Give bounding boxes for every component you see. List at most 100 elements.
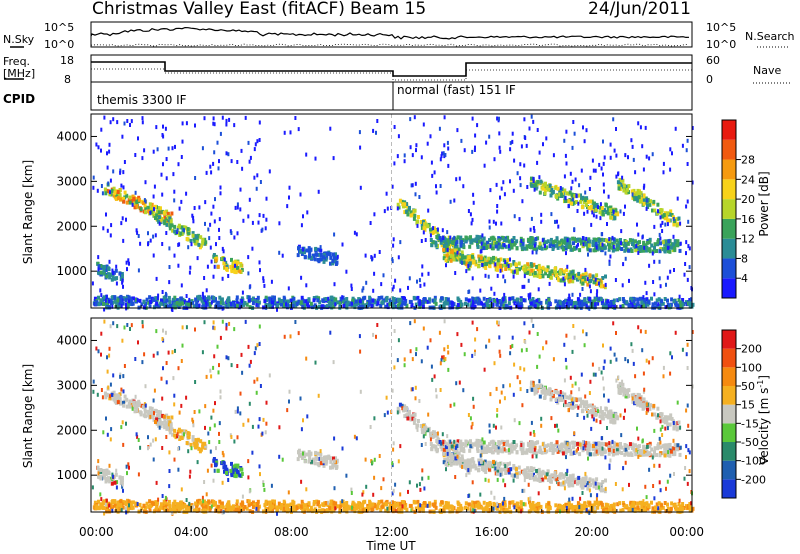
echo-cell (449, 258, 453, 263)
echo-cell (485, 245, 489, 250)
echo-cell (165, 421, 169, 426)
echo-cell (405, 406, 409, 411)
echo-cell (444, 258, 448, 263)
echo-cell (204, 444, 208, 449)
echo-cell (322, 459, 326, 464)
echo-cell (192, 235, 196, 240)
noise-cell (489, 188, 492, 193)
echo-cell (329, 255, 333, 260)
plot-title: Christmas Valley East (fitACF) (92, 0, 345, 19)
echo-cell (119, 295, 123, 300)
echo-cell (222, 261, 226, 266)
noise-cell (652, 280, 655, 284)
noise-cell (394, 278, 397, 283)
noise-cell (653, 259, 656, 264)
echo-cell (570, 397, 574, 402)
echo-cell (376, 298, 380, 303)
echo-cell (212, 295, 216, 300)
echo-cell (563, 236, 567, 241)
echo-cell (442, 247, 446, 252)
echo-cell (309, 451, 313, 456)
echo-cell (462, 242, 465, 247)
noise-cell (369, 221, 372, 225)
echo-cell (619, 182, 623, 187)
nsearch-label: N.Search (745, 30, 795, 43)
noise-cell (612, 117, 615, 122)
echo-cell (526, 262, 530, 267)
echo-cell (477, 297, 481, 302)
noise-cell (234, 205, 237, 210)
noise-cell (472, 303, 475, 308)
noise-cell (205, 170, 208, 175)
echo-cell (496, 445, 500, 450)
echo-cell (532, 466, 536, 471)
echo-cell (608, 301, 612, 306)
echo-cell (339, 296, 343, 301)
noise-cell (518, 217, 521, 222)
noise-cell (213, 264, 216, 269)
noise-cell (396, 206, 399, 211)
echo-cell (442, 256, 446, 261)
echo-cell (560, 442, 564, 447)
echo-cell (110, 481, 114, 486)
noise-cell (681, 143, 684, 148)
echo-cell (630, 393, 634, 398)
echo-cell (592, 248, 596, 253)
noise-cell (471, 116, 474, 121)
echo-cell (512, 440, 516, 444)
noise-cell (168, 280, 171, 285)
echo-cell (506, 462, 510, 467)
noise-cell (332, 156, 335, 161)
echo-cell (659, 247, 663, 252)
echo-cell (564, 479, 568, 484)
noise-cell (220, 305, 223, 310)
echo-cell (320, 304, 324, 309)
echo-cell (327, 299, 331, 304)
noise-cell (449, 199, 452, 204)
noise-cell (563, 282, 566, 287)
noise-cell (177, 242, 180, 247)
echo-cell (204, 240, 208, 245)
echo-cell (277, 505, 281, 510)
noise-cell (202, 295, 205, 300)
noise-cell (221, 276, 224, 281)
echo-cell (624, 190, 628, 195)
noise-cell (446, 247, 449, 252)
noise-cell (167, 146, 170, 151)
noise-cell (204, 221, 206, 226)
echo-cell (677, 242, 681, 247)
echo-cell (459, 447, 463, 452)
echo-cell (661, 418, 665, 423)
echo-cell (203, 295, 206, 300)
noise-cell (429, 233, 432, 238)
echo-cell (640, 297, 644, 302)
echo-cell (565, 244, 569, 249)
noise-cell (662, 170, 665, 175)
noise-cell (247, 255, 250, 260)
echo-cell (448, 460, 452, 465)
noise-cell (602, 139, 604, 144)
echo-cell (664, 239, 668, 244)
echo-cell (296, 253, 300, 258)
echo-cell (578, 303, 582, 308)
echo-cell (594, 207, 598, 212)
echo-cell (550, 188, 554, 192)
echo-cell (546, 478, 550, 482)
echo-cell (603, 238, 607, 242)
echo-cell (471, 238, 475, 243)
echo-cell (662, 417, 666, 422)
echo-cell (461, 254, 465, 258)
echo-cell (607, 447, 611, 452)
noise-cell (136, 298, 139, 302)
echo-cell (204, 300, 208, 305)
echo-cell (625, 388, 628, 393)
echo-cell (675, 427, 679, 432)
echo-cell (526, 466, 530, 471)
noise-cell (259, 268, 261, 273)
noise-cell (490, 286, 493, 291)
echo-cell (505, 238, 509, 243)
noise-cell (444, 153, 447, 157)
noise-cell (97, 267, 100, 272)
echo-cell (634, 196, 638, 201)
noise-cell (686, 162, 689, 166)
